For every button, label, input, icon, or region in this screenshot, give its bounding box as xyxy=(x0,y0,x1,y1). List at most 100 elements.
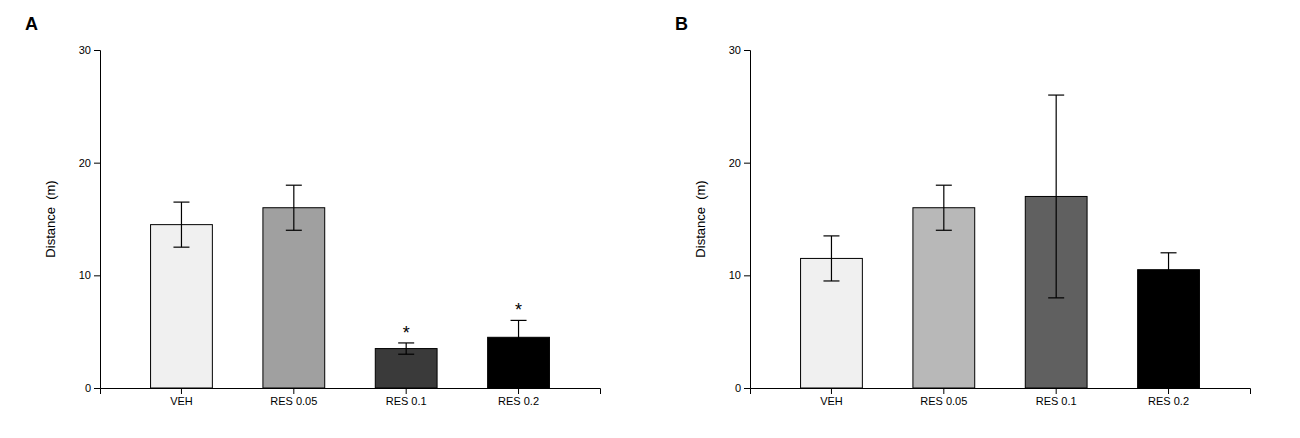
error-cap xyxy=(1048,94,1064,95)
error-cap xyxy=(511,354,527,355)
error-bar xyxy=(173,202,189,247)
tick-mark xyxy=(744,163,750,164)
tick: 20 xyxy=(729,157,750,169)
x-axis: VEH RES 0.05 RES 0.1 RES 0.2 xyxy=(101,388,601,407)
error-cap xyxy=(286,230,302,231)
bar xyxy=(913,208,975,388)
tick-label: 20 xyxy=(79,157,91,169)
axis-line xyxy=(101,389,601,395)
y-axis: 0 10 20 30 xyxy=(729,44,751,394)
bar xyxy=(1138,270,1200,388)
tick-mark xyxy=(518,388,519,394)
error-bar xyxy=(1161,253,1177,287)
error-line xyxy=(831,236,832,281)
tick-mark xyxy=(744,275,750,276)
tick-mark xyxy=(1168,388,1169,394)
error-cap xyxy=(1161,286,1177,287)
error-cap xyxy=(936,185,952,186)
error-cap xyxy=(1161,252,1177,253)
axis-line xyxy=(94,51,101,389)
error-cap xyxy=(823,235,839,236)
tick-label: RES 0.1 xyxy=(386,395,427,407)
error-line xyxy=(406,343,407,354)
tick: 10 xyxy=(79,269,100,281)
error-cap xyxy=(173,247,189,248)
error-cap xyxy=(1048,297,1064,298)
tick-label: 0 xyxy=(85,382,91,394)
tick-label: 10 xyxy=(729,269,741,281)
axis-line xyxy=(751,389,1251,395)
y-axis: 0 10 20 30 xyxy=(79,44,101,394)
error-cap xyxy=(173,202,189,203)
error-bar xyxy=(936,185,952,230)
tick-label: RES 0.2 xyxy=(1148,395,1189,407)
panel: 0102030VEHRES 0.05RES 0.1RES 0.2**Distan… xyxy=(43,44,601,407)
plot-area xyxy=(151,185,550,388)
error-bar xyxy=(511,320,527,354)
tick-mark xyxy=(1056,388,1057,394)
tick-mark xyxy=(94,50,100,51)
error-cap xyxy=(936,230,952,231)
tick-mark xyxy=(831,388,832,394)
error-line xyxy=(1168,253,1169,287)
tick-label: RES 0.05 xyxy=(270,395,317,407)
panel: 0 10 20 30 VEH RES 0.05 RES 0.1 RES 0.2 Distance… xyxy=(693,44,1251,407)
tick: RES 0.05 xyxy=(920,388,967,407)
tick-mark xyxy=(943,388,944,394)
error-bar xyxy=(286,185,302,230)
error-line xyxy=(181,202,182,247)
plot-area xyxy=(801,95,1200,388)
error-bar xyxy=(1048,95,1064,298)
tick-label: RES 0.2 xyxy=(498,395,539,407)
tick: 30 xyxy=(79,44,100,56)
tick-label: VEH xyxy=(170,395,193,407)
tick-label: 30 xyxy=(79,44,91,56)
error-bar xyxy=(398,343,414,354)
tick-mark xyxy=(94,388,100,389)
tick-label: RES 0.1 xyxy=(1036,395,1077,407)
axis-line xyxy=(744,51,751,389)
y-axis-title: Distance (m) xyxy=(693,180,708,257)
tick: 30 xyxy=(729,44,750,56)
bar xyxy=(151,225,213,388)
tick-mark xyxy=(181,388,182,394)
error-bar xyxy=(823,236,839,281)
tick: RES 0.1 xyxy=(386,388,427,407)
tick-label: 0 xyxy=(735,382,741,394)
tick-label: 30 xyxy=(729,44,741,56)
tick-mark xyxy=(744,50,750,51)
error-cap xyxy=(286,185,302,186)
tick-mark xyxy=(94,163,100,164)
panel-title: B xyxy=(675,14,688,34)
annotation: * xyxy=(515,300,522,320)
tick-mark xyxy=(94,275,100,276)
tick-label: 20 xyxy=(729,157,741,169)
y-axis-title: Distance (m) xyxy=(43,180,58,257)
error-cap xyxy=(398,354,414,355)
tick-mark xyxy=(293,388,294,394)
tick-label: 10 xyxy=(79,269,91,281)
tick: 20 xyxy=(79,157,100,169)
tick: 10 xyxy=(729,269,750,281)
tick: RES 0.1 xyxy=(1036,388,1077,407)
bar xyxy=(375,349,437,388)
tick: VEH xyxy=(820,388,843,407)
error-line xyxy=(943,185,944,230)
tick: RES 0.2 xyxy=(1148,388,1189,407)
tick-label: VEH xyxy=(820,395,843,407)
tick: RES 0.2 xyxy=(498,388,539,407)
x-axis: VEH RES 0.05 RES 0.1 RES 0.2 xyxy=(751,388,1251,407)
tick: 0 xyxy=(85,382,100,394)
tick: VEH xyxy=(170,388,193,407)
error-line xyxy=(293,185,294,230)
tick: RES 0.05 xyxy=(270,388,317,407)
chart: 0102030VEHRES 0.05RES 0.1RES 0.2**Distan… xyxy=(0,0,1300,438)
tick: 0 xyxy=(735,382,750,394)
tick-mark xyxy=(744,388,750,389)
error-cap xyxy=(823,280,839,281)
tick-mark xyxy=(406,388,407,394)
panel-title: A xyxy=(25,14,38,34)
error-line xyxy=(518,320,519,354)
bar xyxy=(263,208,325,388)
tick-label: RES 0.05 xyxy=(920,395,967,407)
